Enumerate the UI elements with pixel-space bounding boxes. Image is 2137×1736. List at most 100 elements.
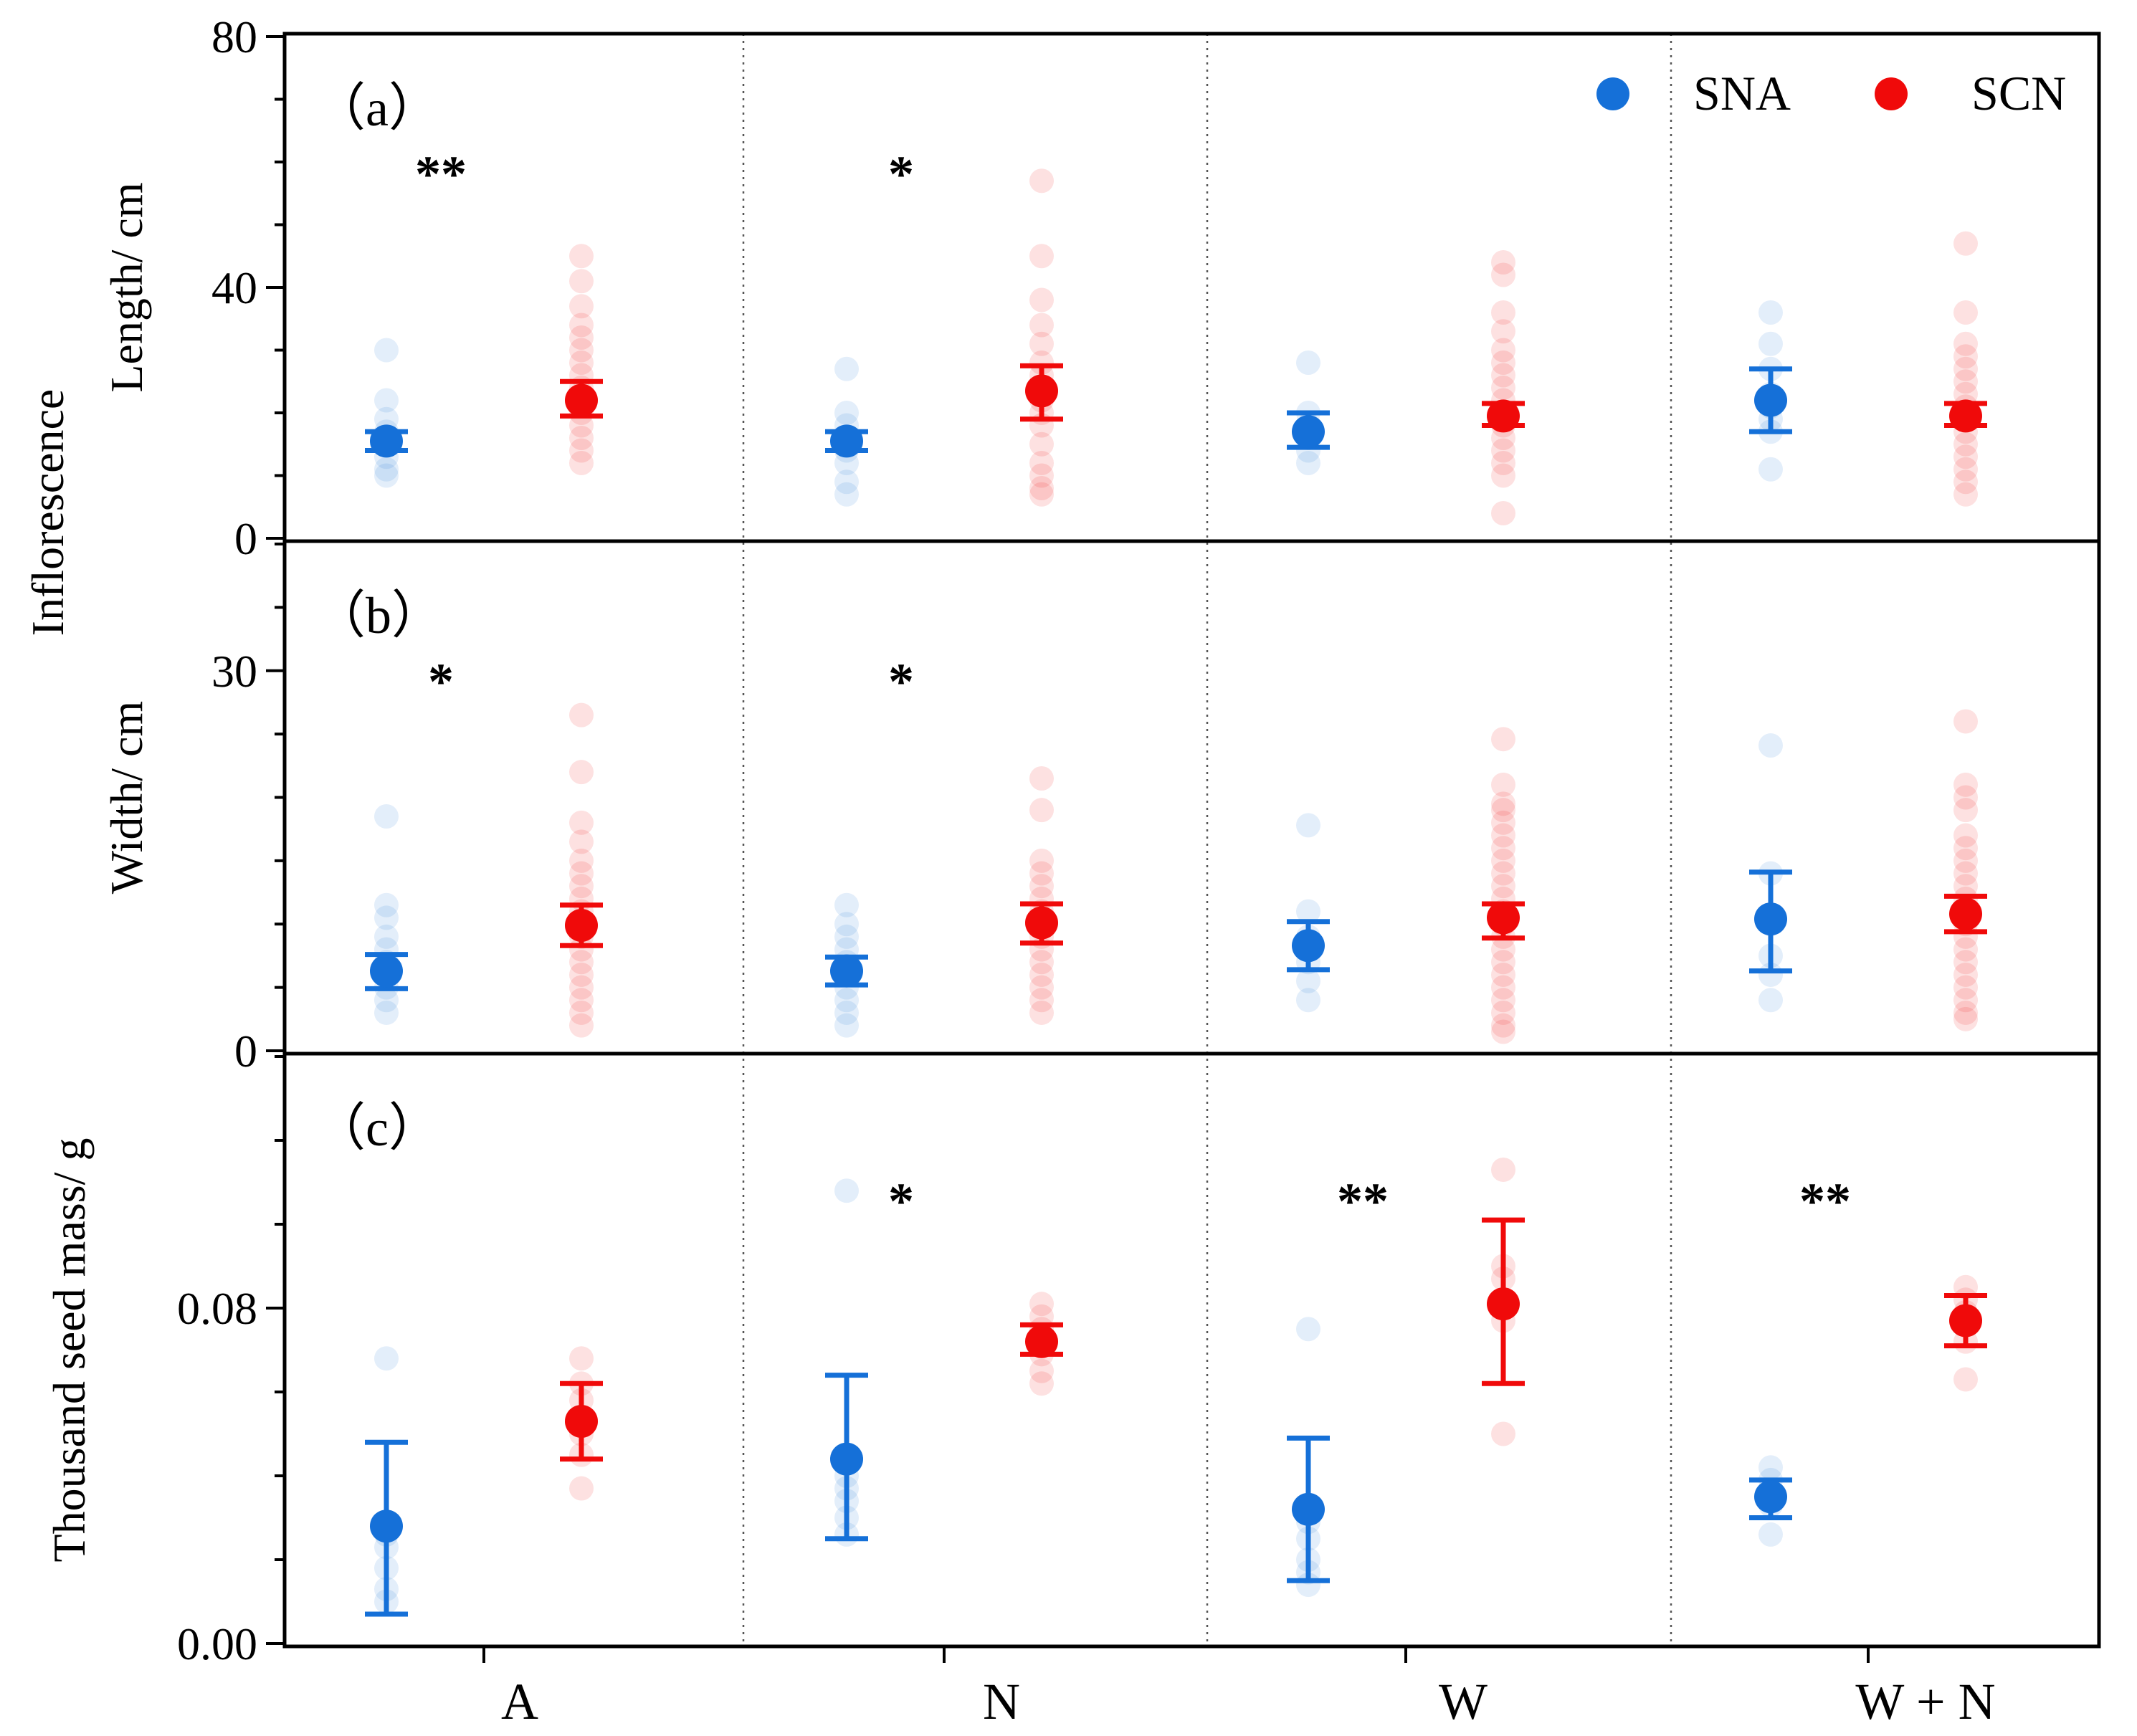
- point-scn-wn: [1953, 861, 1978, 886]
- point-sna-n: [834, 401, 859, 425]
- point-scn-wn: [1953, 482, 1978, 507]
- panel-2: 0 30 Width/ cm （b） * *: [101, 543, 1987, 1077]
- plot-frame: [282, 32, 2101, 1649]
- y-axis-label: Width/ cm: [101, 701, 152, 894]
- point-sna-n: [834, 356, 859, 381]
- point-scn-a: [569, 848, 594, 873]
- point-scn-a: [569, 829, 594, 854]
- point-scn-n: [1029, 1371, 1054, 1396]
- point-sna-w: [1296, 451, 1320, 475]
- point-scn-w: [1491, 861, 1515, 886]
- point-scn-wn: [1953, 874, 1978, 899]
- mean-sna-n: [830, 424, 863, 458]
- point-scn-w: [1491, 319, 1515, 344]
- mean-sna-wn: [1754, 902, 1787, 936]
- point-scn-n: [1029, 451, 1054, 475]
- point-scn-n: [1029, 244, 1054, 269]
- y-tick-label: 0: [234, 513, 257, 564]
- point-scn-wn: [1953, 836, 1978, 861]
- mean-sna-w: [1292, 415, 1325, 449]
- point-scn-wn: [1953, 457, 1978, 482]
- mean-scn-wn: [1949, 399, 1982, 433]
- point-scn-wn: [1953, 950, 1978, 975]
- point-scn-w: [1491, 823, 1515, 848]
- mean-scn-w: [1487, 1287, 1520, 1321]
- point-sna-wn: [1758, 300, 1783, 325]
- point-scn-wn: [1953, 988, 1978, 1013]
- panel-label: （c）: [314, 1100, 440, 1157]
- significance-n: *: [888, 146, 914, 203]
- point-scn-n: [1029, 766, 1054, 791]
- point-sna-a: [374, 457, 399, 482]
- point-scn-wn: [1953, 444, 1978, 469]
- point-scn-a: [569, 269, 594, 294]
- y-tick-label: 30: [211, 646, 257, 697]
- point-scn-wn: [1953, 798, 1978, 823]
- x-axis: A N W W + N: [482, 1646, 1996, 1730]
- mean-sna-wn: [1754, 383, 1787, 417]
- significance-a: **: [415, 146, 467, 203]
- point-scn-w: [1491, 937, 1515, 962]
- point-scn-a: [569, 350, 594, 375]
- point-sna-a: [374, 406, 399, 431]
- point-sna-n: [834, 1178, 859, 1203]
- point-scn-w: [1491, 874, 1515, 899]
- point-sna-n: [834, 892, 859, 917]
- panel-label: （b）: [314, 587, 443, 644]
- point-scn-wn: [1953, 785, 1978, 810]
- point-scn-w: [1491, 798, 1515, 823]
- x-tick-label-n: N: [983, 1673, 1020, 1730]
- point-scn-w: [1491, 1421, 1515, 1446]
- y-tick-label: 40: [211, 262, 257, 313]
- point-scn-wn: [1953, 709, 1978, 734]
- point-scn-w: [1491, 338, 1515, 363]
- legend-label-sna: SNA: [1693, 66, 1791, 120]
- point-scn-wn: [1953, 381, 1978, 406]
- point-scn-w: [1491, 1000, 1515, 1025]
- point-sna-w: [1296, 350, 1320, 375]
- y-tick-label: 80: [211, 11, 257, 62]
- mean-scn-n: [1025, 906, 1058, 940]
- point-scn-w: [1491, 463, 1515, 488]
- point-scn-w: [1491, 975, 1515, 1000]
- point-scn-w: [1491, 962, 1515, 987]
- x-tick-label-w: W: [1439, 1673, 1488, 1730]
- point-sna-wn: [1758, 1522, 1783, 1547]
- point-sna-w: [1296, 1317, 1320, 1342]
- point-scn-wn: [1953, 344, 1978, 369]
- point-scn-n: [1029, 861, 1054, 886]
- point-scn-a: [569, 1013, 594, 1038]
- point-scn-a: [569, 1346, 594, 1371]
- point-scn-a: [569, 244, 594, 269]
- point-scn-wn: [1953, 369, 1978, 394]
- mean-sna-a: [370, 1510, 403, 1543]
- point-sna-a: [374, 892, 399, 917]
- point-scn-w: [1491, 836, 1515, 861]
- mean-scn-n: [1025, 1325, 1058, 1358]
- category-separators: [742, 34, 1672, 1646]
- point-scn-n: [1029, 848, 1054, 873]
- mean-sna-w: [1292, 929, 1325, 963]
- point-sna-a: [374, 388, 399, 413]
- point-scn-wn: [1953, 937, 1978, 962]
- point-scn-n: [1029, 476, 1054, 500]
- point-scn-a: [569, 962, 594, 987]
- point-scn-n: [1029, 482, 1054, 507]
- y-tick-label: 0.00: [177, 1618, 257, 1669]
- point-scn-w: [1491, 363, 1515, 388]
- point-sna-n: [834, 469, 859, 495]
- point-scn-a: [569, 438, 594, 463]
- point-sna-w: [1296, 988, 1320, 1013]
- point-scn-a: [569, 1476, 594, 1501]
- point-sna-n: [834, 912, 859, 937]
- mean-sna-wn: [1754, 1480, 1787, 1514]
- point-sna-n: [834, 1000, 859, 1025]
- point-scn-n: [1029, 1000, 1054, 1025]
- point-sna-w: [1296, 899, 1320, 924]
- point-scn-w: [1491, 262, 1515, 287]
- mean-scn-a: [565, 383, 598, 417]
- point-scn-a: [569, 451, 594, 475]
- point-scn-wn: [1953, 231, 1978, 256]
- point-scn-a: [569, 874, 594, 899]
- point-scn-w: [1491, 772, 1515, 797]
